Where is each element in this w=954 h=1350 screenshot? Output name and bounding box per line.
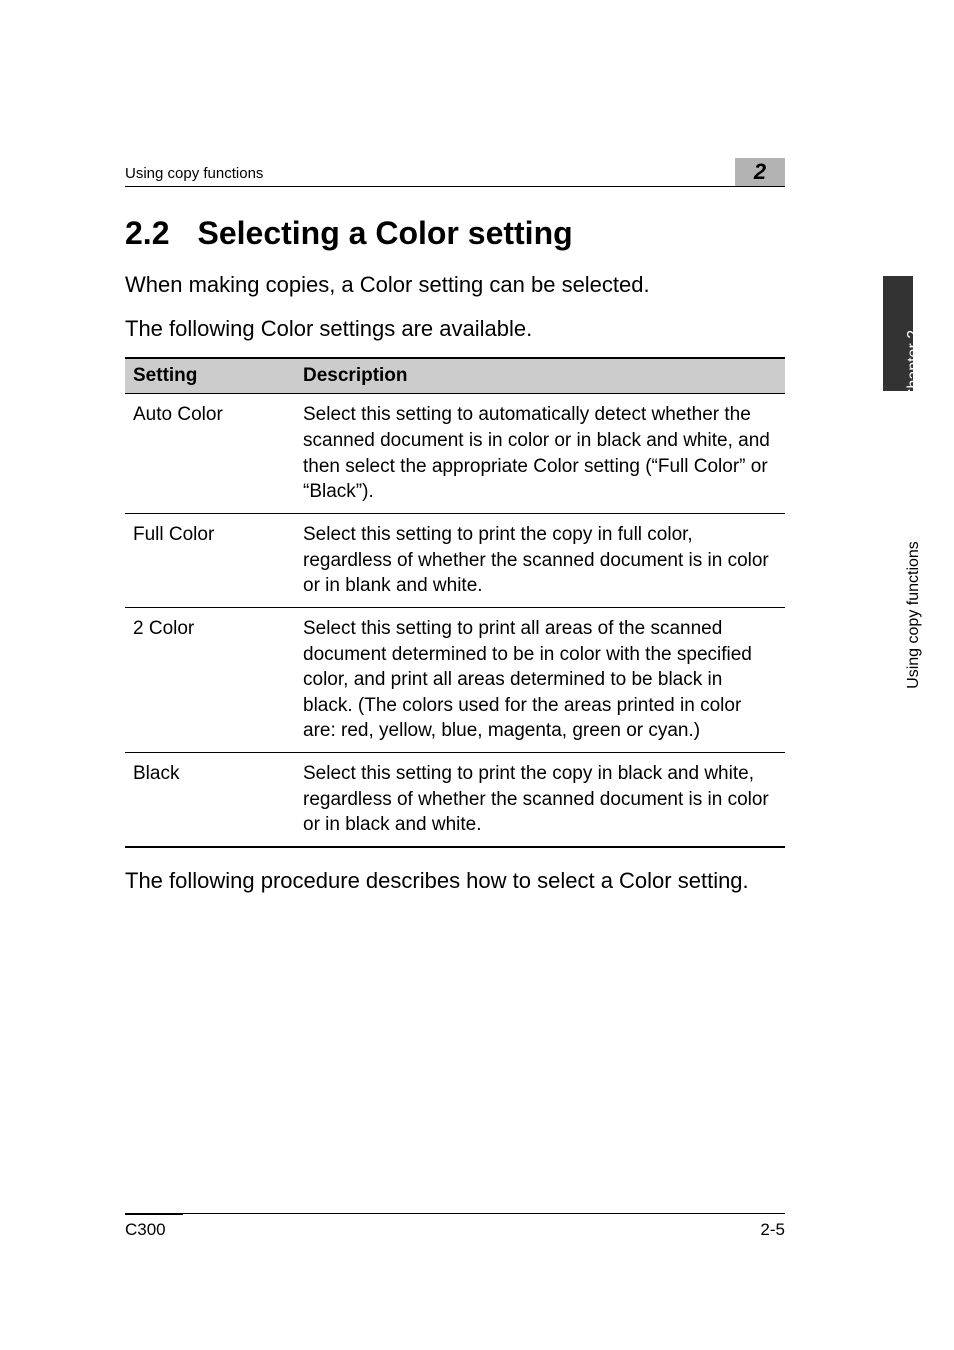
chapter-badge: 2: [735, 158, 785, 186]
running-head-text: Using copy functions: [125, 165, 263, 182]
table-row: Black Select this setting to print the c…: [125, 753, 785, 847]
table-header-row: Setting Description: [125, 358, 785, 394]
footer-accent-rule: [125, 1213, 183, 1215]
running-head: Using copy functions 2: [125, 158, 785, 187]
outro-paragraph: The following procedure describes how to…: [125, 866, 785, 896]
table-row: Full Color Select this setting to print …: [125, 513, 785, 607]
color-settings-table: Setting Description Auto Color Select th…: [125, 357, 785, 848]
intro-paragraph-2: The following Color settings are availab…: [125, 314, 785, 344]
setting-name: Auto Color: [125, 394, 295, 514]
table-row: 2 Color Select this setting to print all…: [125, 607, 785, 752]
footer-page-number: 2-5: [760, 1220, 785, 1240]
setting-desc: Select this setting to automatically det…: [295, 394, 785, 514]
setting-name: Full Color: [125, 513, 295, 607]
setting-desc: Select this setting to print the copy in…: [295, 513, 785, 607]
setting-desc: Select this setting to print all areas o…: [295, 607, 785, 752]
intro-paragraph-1: When making copies, a Color setting can …: [125, 270, 785, 300]
section-number: 2.2: [125, 215, 169, 251]
section-title: Selecting a Color setting: [197, 215, 572, 251]
col-header-description: Description: [295, 358, 785, 394]
side-tab-chapter: Chapter 2: [883, 276, 913, 391]
setting-name: 2 Color: [125, 607, 295, 752]
table-row: Auto Color Select this setting to automa…: [125, 394, 785, 514]
setting-desc: Select this setting to print the copy in…: [295, 753, 785, 847]
col-header-setting: Setting: [125, 358, 295, 394]
side-tab-chapter-label: Chapter 2: [905, 330, 923, 400]
side-tab-section: Using copy functions: [883, 391, 913, 641]
side-tab-section-label: Using copy functions: [905, 541, 923, 689]
setting-name: Black: [125, 753, 295, 847]
footer-model: C300: [125, 1220, 166, 1240]
section-heading: 2.2 Selecting a Color setting: [125, 215, 785, 252]
page-footer: C300 2-5: [125, 1213, 785, 1240]
